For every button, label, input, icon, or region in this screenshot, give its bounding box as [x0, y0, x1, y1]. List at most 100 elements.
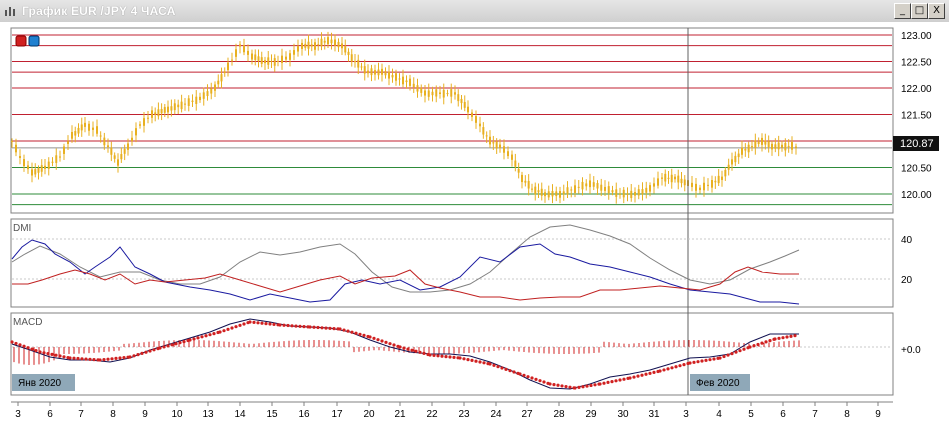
- candle-body: [637, 189, 640, 196]
- signal-dot: [118, 356, 122, 360]
- blue-color-button[interactable]: [28, 35, 40, 47]
- signal-dot: [538, 379, 542, 383]
- maximize-button[interactable]: □: [911, 3, 928, 19]
- x-tick-label-9: 16: [298, 409, 310, 420]
- signal-dot: [492, 363, 496, 367]
- candle-body: [604, 186, 606, 191]
- title-bar[interactable]: График EUR /JPY 4 ЧАСА _ □ X: [0, 0, 949, 23]
- candle-body: [273, 58, 276, 66]
- candle-body: [463, 101, 466, 108]
- candle-body: [431, 91, 434, 96]
- candle-body: [357, 59, 360, 68]
- candle-body: [235, 49, 237, 57]
- signal-dot: [474, 359, 478, 363]
- signal-dot: [508, 369, 512, 373]
- candle-body: [457, 94, 460, 102]
- candle-body: [499, 144, 501, 148]
- signal-dot: [132, 354, 136, 358]
- candle-body: [34, 169, 37, 175]
- candle-body: [622, 189, 625, 198]
- candle-body: [751, 146, 753, 148]
- signal-dot: [76, 356, 80, 361]
- candle-body: [177, 104, 180, 108]
- candle-body: [450, 89, 453, 97]
- signal-dot: [212, 332, 216, 336]
- signal-dot: [688, 361, 692, 365]
- candle-body: [354, 60, 356, 63]
- candle-body: [184, 103, 186, 105]
- candle-body: [337, 41, 340, 48]
- adx-line: [11, 224, 800, 293]
- chart-area[interactable]: 123.00122.50122.00121.50121.00120.50120.…: [0, 22, 949, 428]
- signal-dot: [84, 357, 88, 361]
- signal-dot: [234, 325, 238, 329]
- signal-dot: [440, 354, 444, 358]
- last-price-label: 120.87: [900, 138, 934, 150]
- chart-canvas[interactable]: 123.00122.50122.00121.50121.00120.50120.…: [0, 22, 949, 428]
- candle-body: [239, 44, 241, 47]
- dmi-minus-line: [12, 266, 799, 301]
- minimize-button[interactable]: _: [894, 3, 911, 19]
- signal-dot: [188, 338, 192, 342]
- red-color-button[interactable]: [15, 35, 27, 47]
- signal-dot: [372, 336, 376, 340]
- candle-body: [247, 50, 249, 55]
- candle-body: [363, 66, 366, 74]
- candle-body: [664, 173, 667, 182]
- signal-dot: [248, 320, 252, 324]
- signal-dot: [320, 326, 324, 330]
- price-tick-3: 121.50: [901, 111, 932, 122]
- signal-dot: [564, 384, 568, 389]
- candle-body: [391, 75, 394, 78]
- signal-dot: [34, 348, 38, 353]
- signal-dot: [598, 382, 602, 386]
- candle-body: [667, 177, 670, 179]
- candle-body: [680, 178, 683, 184]
- x-tick-label-19: 30: [617, 409, 629, 420]
- dmi-panel[interactable]: [10, 218, 894, 308]
- candle-body: [460, 98, 463, 104]
- price-tick-5: 120.50: [901, 164, 932, 175]
- x-tick-label-21: 3: [683, 409, 689, 420]
- signal-dot: [573, 386, 577, 390]
- candle-body: [154, 112, 157, 115]
- close-button[interactable]: X: [928, 3, 945, 19]
- signal-dot: [560, 384, 564, 388]
- candle-body: [103, 137, 106, 146]
- candle-body: [127, 143, 129, 150]
- signal-dot: [54, 353, 58, 357]
- signal-dot: [500, 366, 504, 370]
- signal-dot: [302, 325, 306, 329]
- candle-body: [492, 142, 495, 144]
- signal-dot: [614, 379, 618, 383]
- candle-body: [489, 136, 491, 145]
- candle-body: [764, 140, 767, 145]
- candle-body: [334, 39, 336, 46]
- signal-dot: [752, 344, 756, 348]
- candle-body: [199, 96, 201, 101]
- signal-dot: [414, 349, 418, 353]
- candle-body: [80, 124, 83, 131]
- signal-dot: [692, 360, 696, 364]
- candle-body: [67, 141, 69, 144]
- candle-body: [754, 140, 757, 148]
- candle-body: [163, 107, 166, 113]
- signal-dot: [462, 357, 466, 361]
- signal-dot: [585, 384, 589, 388]
- signal-dot: [636, 374, 640, 378]
- candle-body: [439, 92, 441, 94]
- price-tick-0: 123.00: [901, 31, 932, 42]
- x-tick-label-0: 3: [15, 409, 21, 420]
- signal-dot: [452, 355, 456, 359]
- signal-dot: [80, 357, 84, 361]
- signal-dot: [444, 355, 448, 359]
- signal-dot: [577, 385, 581, 389]
- signal-dot: [98, 358, 102, 362]
- candle-body: [84, 122, 86, 127]
- candle-body: [446, 93, 449, 95]
- signal-dot: [158, 346, 162, 350]
- signal-dot: [478, 360, 482, 364]
- price-panel[interactable]: [10, 27, 894, 214]
- candle-body: [626, 193, 629, 195]
- candle-body: [267, 57, 270, 65]
